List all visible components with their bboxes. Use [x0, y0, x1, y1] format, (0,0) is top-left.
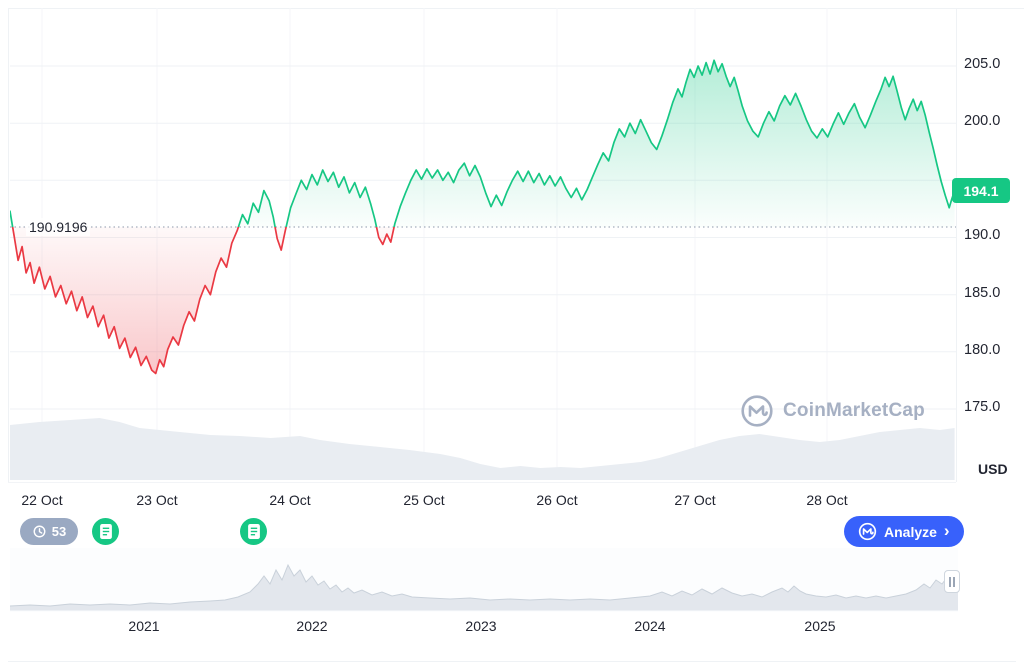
range-navigator-chart[interactable]: [10, 548, 958, 612]
chart-frame-bottom-border: [8, 482, 956, 483]
chart-frame-top-border: [8, 8, 1024, 9]
analyze-button-label: Analyze: [884, 523, 937, 540]
history-clock-icon: [33, 525, 46, 538]
y-axis-label: 175.0: [964, 398, 1001, 415]
note-document-icon: [99, 524, 112, 539]
x-axis-label: 25 Oct: [403, 492, 445, 508]
price-axis-separator: [956, 8, 957, 482]
baseline-price-label: 190.9196: [26, 218, 91, 236]
chevron-right-icon: ›: [943, 521, 950, 540]
note-annotation-button-1[interactable]: [92, 518, 119, 545]
coinmarketcap-logo-icon: [858, 522, 877, 541]
chart-frame-left-border: [8, 8, 9, 482]
x-axis-label: 22 Oct: [21, 492, 63, 508]
navigator-handle[interactable]: [944, 570, 960, 593]
x-axis-label: 28 Oct: [806, 492, 848, 508]
note-document-icon: [247, 524, 260, 539]
x-axis-label: 23 Oct: [136, 492, 178, 508]
analyze-button[interactable]: Analyze ›: [844, 516, 964, 547]
year-label: 2022: [296, 618, 328, 634]
page-bottom-border: [8, 661, 1016, 662]
year-label: 2021: [128, 618, 160, 634]
current-price-badge: 194.1: [952, 178, 1010, 203]
y-axis-label: 200.0: [964, 113, 1001, 130]
history-badge-button[interactable]: 53: [20, 518, 78, 545]
y-axis-label: 185.0: [964, 284, 1001, 301]
year-label: 2025: [804, 618, 836, 634]
y-axis-label: 180.0: [964, 341, 1001, 358]
coinmarketcap-watermark: CoinMarketCap: [740, 394, 925, 428]
main-price-chart[interactable]: [10, 8, 956, 482]
y-axis-label: 190.0: [964, 227, 1001, 244]
year-axis: 2021 2022 2023 2024 2025: [0, 618, 1024, 638]
watermark-text: CoinMarketCap: [783, 400, 925, 421]
currency-label: USD: [978, 461, 1008, 477]
x-axis-label: 26 Oct: [536, 492, 578, 508]
y-axis-label: 205.0: [964, 56, 1001, 72]
date-axis: 22 Oct 23 Oct 24 Oct 25 Oct 26 Oct 27 Oct 28 O…: [0, 492, 1024, 512]
coinmarketcap-logo-icon: [741, 395, 773, 427]
year-label: 2024: [634, 618, 666, 634]
x-axis-label: 24 Oct: [269, 492, 311, 508]
price-axis: 205.0 200.0 190.0 185.0 180.0 175.0: [964, 0, 1024, 490]
note-annotation-button-2[interactable]: [240, 518, 267, 545]
history-count: 53: [51, 524, 67, 539]
x-axis-label: 27 Oct: [674, 492, 716, 508]
year-label: 2023: [465, 618, 497, 634]
